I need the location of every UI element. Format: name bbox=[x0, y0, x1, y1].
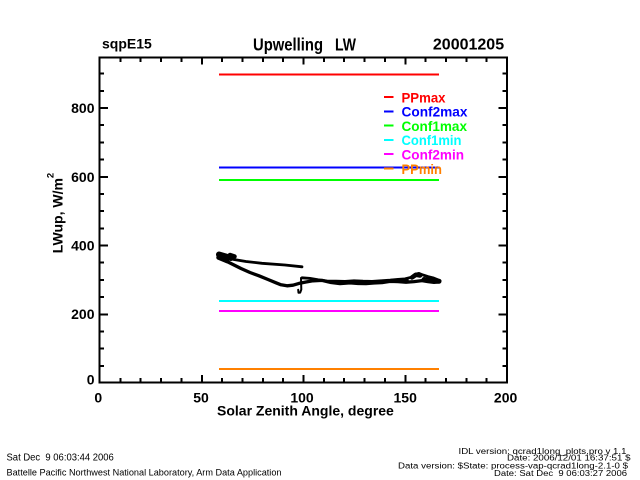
svg-text:LW: LW bbox=[335, 35, 356, 55]
svg-text:Conf2min: Conf2min bbox=[402, 147, 465, 163]
svg-text:800: 800 bbox=[71, 100, 95, 116]
svg-text:200: 200 bbox=[71, 306, 95, 322]
svg-text:Conf1max: Conf1max bbox=[402, 118, 468, 134]
svg-text:0: 0 bbox=[94, 389, 102, 405]
svg-text:Battelle Pacific Northwest Nat: Battelle Pacific Northwest National Labo… bbox=[7, 468, 282, 478]
svg-text:Conf2max: Conf2max bbox=[402, 104, 468, 120]
svg-text:sqpE15: sqpE15 bbox=[102, 35, 152, 51]
svg-text:50: 50 bbox=[193, 389, 209, 405]
svg-text:600: 600 bbox=[71, 169, 95, 185]
svg-text:Solar Zenith Angle, degree: Solar Zenith Angle, degree bbox=[217, 403, 394, 419]
svg-text:100: 100 bbox=[290, 389, 314, 405]
svg-text:Data version: $State: process-: Data version: $State: process-vap-qcrad1… bbox=[398, 461, 629, 470]
svg-text:Sat Dec 9 06:03:44 2006: Sat Dec 9 06:03:44 2006 bbox=[7, 453, 115, 464]
svg-text:PPmin: PPmin bbox=[402, 161, 443, 177]
svg-text:Date: 2006/12/01 16:37:51 $: Date: 2006/12/01 16:37:51 $ bbox=[507, 454, 631, 463]
svg-text:150: 150 bbox=[394, 389, 418, 405]
svg-text:PPmax: PPmax bbox=[402, 89, 446, 105]
svg-text:Upwelling: Upwelling bbox=[253, 35, 323, 55]
svg-text:0: 0 bbox=[87, 372, 95, 388]
svg-text:Conf1min: Conf1min bbox=[402, 132, 462, 148]
svg-text:20001205: 20001205 bbox=[433, 37, 504, 54]
svg-text:200: 200 bbox=[494, 389, 518, 405]
svg-text:LWup, W/m2: LWup, W/m2 bbox=[46, 173, 66, 253]
svg-text:IDL version: qcrad1long_plots.: IDL version: qcrad1long_plots.pro v 1.1 bbox=[459, 447, 628, 456]
svg-text:400: 400 bbox=[71, 238, 95, 254]
svg-text:Date: Sat Dec 9 06:03:27 2006: Date: Sat Dec 9 06:03:27 2006 bbox=[494, 469, 628, 478]
